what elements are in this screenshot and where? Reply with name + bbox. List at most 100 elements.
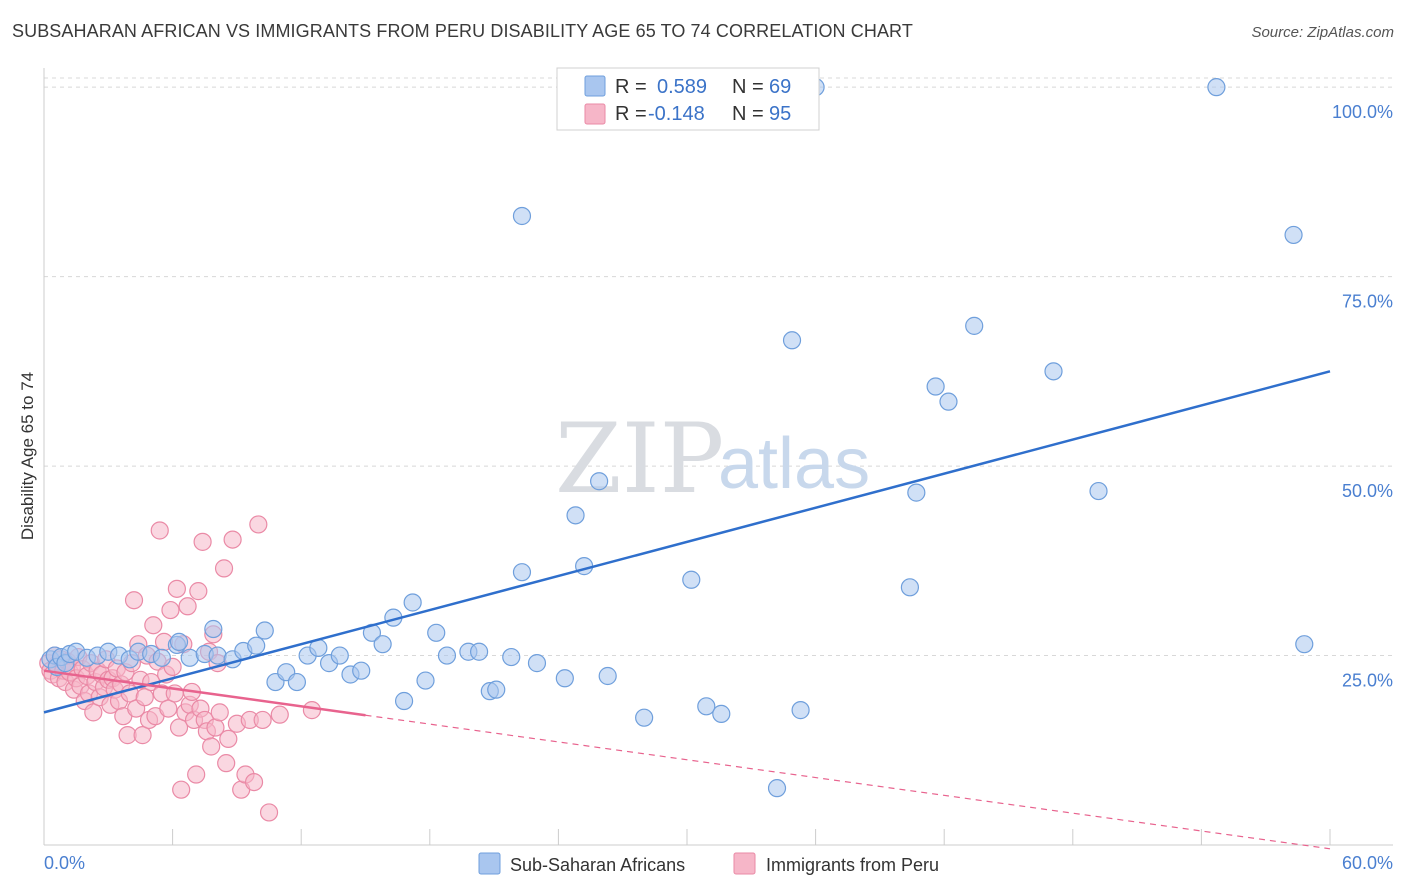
peru-point (217, 754, 236, 773)
peru-trend-line-dashed (365, 714, 1331, 850)
peru-point (133, 726, 152, 745)
sub-saharan-point (939, 392, 958, 411)
sub-saharan-point (598, 666, 617, 686)
chart-title: SUBSAHARAN AFRICAN VS IMMIGRANTS FROM PE… (12, 21, 913, 41)
peru-point (249, 515, 268, 534)
sub-saharan-trend-line (43, 370, 1331, 714)
y-tick-label-50: 50.0% (1342, 481, 1393, 501)
peru-point (187, 765, 206, 784)
peru-point (159, 699, 178, 718)
legend-r-label-1: R = (615, 76, 647, 98)
legend-r-value-2: -0.148 (648, 103, 705, 125)
bottom-legend-label-1: Sub-Saharan Africans (510, 855, 685, 875)
legend-n-label-1: N = (732, 76, 764, 98)
peru-point (135, 688, 154, 707)
sub-saharan-point (247, 636, 266, 655)
sub-saharan-point (527, 654, 547, 673)
grid-layer (44, 77, 1393, 657)
watermark-atlas-text: atlas (718, 424, 870, 504)
sub-saharan-point (791, 701, 810, 720)
watermark-zip-text: ZIP (555, 403, 724, 515)
sub-saharan-point (152, 648, 171, 667)
peru-point (178, 597, 197, 616)
peru-point (214, 559, 234, 578)
sub-saharan-point (208, 646, 227, 665)
peru-point (124, 591, 144, 610)
sub-saharan-point (1207, 78, 1226, 97)
peru-point (172, 780, 191, 799)
sub-saharan-point (287, 672, 307, 692)
sub-saharan-point (416, 671, 435, 690)
sub-saharan-point (204, 619, 223, 639)
y-axis-title: Disability Age 65 to 74 (18, 372, 37, 540)
axes-layer (43, 68, 1393, 846)
sub-saharan-point (469, 642, 489, 661)
sub-saharan-point (427, 623, 446, 642)
sub-saharan-point (487, 680, 506, 699)
x-tick-label-max: 60.0% (1342, 853, 1393, 873)
sub-saharan-point (330, 646, 349, 665)
peru-point (302, 701, 322, 720)
peru-point (244, 772, 264, 792)
y-tick-label-100: 100.0% (1332, 102, 1393, 122)
peru-point (150, 521, 169, 540)
sub-saharan-point (926, 377, 945, 396)
peru-point (189, 582, 208, 601)
bottom-legend-swatch-blue (478, 852, 501, 875)
sub-saharan-point (502, 647, 521, 667)
peru-point (253, 710, 272, 730)
peru-point (202, 737, 221, 756)
sub-saharan-point (682, 570, 701, 589)
peru-point (144, 616, 163, 635)
peru-point (223, 530, 242, 549)
sub-saharan-point (590, 472, 609, 491)
peru-point (161, 600, 180, 620)
sub-saharan-point (782, 331, 802, 350)
sub-saharan-point (1284, 225, 1303, 245)
source-label: Source: ZipAtlas.com (1251, 24, 1394, 41)
sub-saharan-point (403, 593, 422, 612)
labels-layer: 0.0% 60.0% Disability Age 65 to 74 25.0%… (18, 102, 1393, 873)
peru-point (259, 803, 279, 822)
sub-saharan-point (394, 691, 414, 711)
legend-r-label-2: R = (615, 103, 647, 125)
bottom-legend-swatch-pink (733, 852, 756, 875)
legend-n-label-2: N = (732, 103, 764, 125)
sub-saharan-point (512, 563, 532, 582)
trend-layer (43, 370, 1331, 850)
peru-point (84, 703, 103, 722)
sub-saharan-point (255, 621, 274, 640)
sub-saharan-point (697, 697, 716, 716)
peru-point (219, 729, 238, 749)
sub-saharan-point (900, 578, 920, 597)
series-legend: Sub-Saharan Africans Immigrants from Per… (478, 852, 939, 875)
legend-n-value-2: 95 (769, 103, 791, 125)
sub-saharan-point (1089, 481, 1108, 501)
x-tick-label-min: 0.0% (44, 853, 85, 873)
peru-point (167, 579, 186, 598)
peru-point (193, 532, 212, 551)
legend-swatch-blue (584, 75, 606, 97)
sub-saharan-point (1295, 635, 1314, 654)
sub-saharan-point (907, 483, 926, 502)
legend-swatch-pink (584, 103, 606, 125)
sub-saharan-point (1044, 362, 1063, 381)
sub-saharan-point (437, 646, 457, 665)
sub-saharan-point (373, 635, 392, 654)
sub-saharan-point (352, 661, 371, 680)
legend-n-value-1: 69 (769, 76, 791, 98)
bottom-legend-label-2: Immigrants from Peru (766, 855, 939, 875)
sub-saharan-point (169, 632, 189, 651)
sub-saharan-point (767, 779, 787, 798)
peru-trend-line (43, 669, 366, 717)
y-tick-label-25: 25.0% (1342, 671, 1393, 691)
sub-saharan-point (965, 316, 984, 335)
correlation-legend: R = 0.589 N = 69 R = -0.148 N = 95 (556, 67, 820, 131)
y-tick-label-75: 75.0% (1342, 292, 1393, 312)
sub-saharan-point (512, 206, 532, 226)
peru-point (210, 703, 229, 722)
peru-point (270, 705, 289, 724)
sub-saharan-point (575, 557, 594, 576)
peru-point (169, 718, 189, 737)
